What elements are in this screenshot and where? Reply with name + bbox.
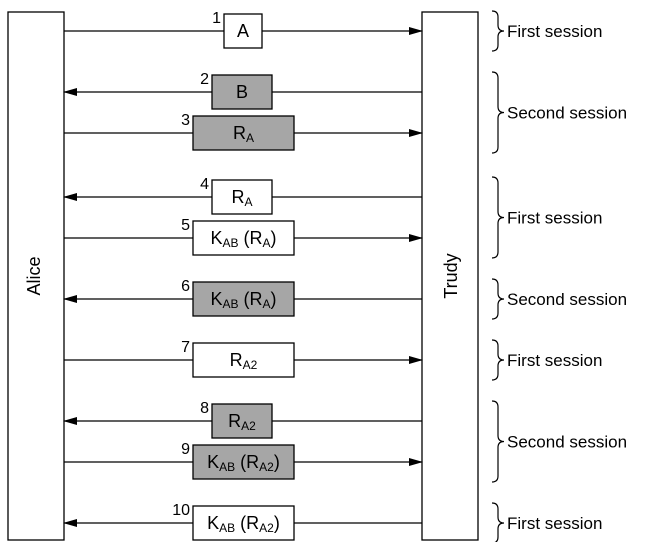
message-box (192, 505, 295, 541)
message-number: 8 (200, 400, 209, 417)
session-label: Second session (507, 433, 627, 452)
trudy-label: Trudy (441, 253, 461, 298)
message-5: 5 KAB (RA) (64, 217, 423, 256)
message-label: RA (233, 123, 254, 145)
message-number: 6 (181, 278, 190, 295)
message-3: 3 RA (64, 112, 423, 151)
message-label: RA2 (230, 350, 258, 372)
session-group-3: First session (491, 176, 602, 259)
session-group-2: Second session (491, 71, 627, 154)
message-8: 8 RA2 (63, 400, 422, 439)
message-number: 4 (200, 176, 209, 193)
message-box (211, 74, 273, 110)
message-number: 2 (200, 71, 209, 88)
message-box (192, 281, 295, 317)
session-label: First session (507, 22, 602, 41)
message-number: 9 (181, 441, 190, 458)
session-label: Second session (507, 290, 627, 309)
session-group-6: Second session (491, 400, 627, 483)
message-box (192, 444, 295, 480)
session-brace (491, 400, 505, 483)
session-brace (491, 339, 505, 381)
message-number: 7 (181, 339, 190, 356)
message-10: 10 KAB (RA2) (63, 502, 422, 541)
session-brace (491, 176, 505, 259)
session-brace (491, 10, 505, 52)
message-label: B (236, 82, 248, 102)
session-label: First session (507, 514, 602, 533)
message-number: 1 (212, 10, 221, 27)
message-2: 2B (63, 71, 422, 110)
message-box (223, 13, 263, 49)
message-label: A (237, 21, 249, 41)
message-box (192, 115, 295, 151)
message-box (211, 403, 273, 439)
trudy-lifeline (421, 11, 479, 541)
session-brace (491, 502, 505, 542)
session-group-5: First session (491, 339, 602, 381)
message-box (192, 220, 295, 256)
session-label: First session (507, 209, 602, 228)
message-box (211, 179, 273, 215)
message-4: 4 RA (63, 176, 422, 215)
session-group-7: First session (491, 502, 602, 542)
alice-lifeline (7, 11, 65, 541)
message-label: KAB (RA) (210, 289, 276, 311)
message-label: RA2 (228, 411, 256, 433)
message-6: 6 KAB (RA) (63, 278, 422, 317)
session-brace (491, 71, 505, 154)
message-box (192, 342, 295, 378)
message-1: 1A (64, 10, 423, 49)
session-label: First session (507, 351, 602, 370)
message-label: KAB (RA2) (207, 513, 280, 535)
message-label: KAB (RA) (210, 228, 276, 250)
message-number: 10 (172, 502, 190, 519)
message-label: KAB (RA2) (207, 452, 280, 474)
message-label: RA (231, 187, 252, 209)
message-number: 5 (181, 217, 190, 234)
session-group-1: First session (491, 10, 602, 52)
message-7: 7 RA2 (64, 339, 423, 378)
message-9: 9 KAB (RA2) (64, 441, 423, 480)
message-number: 3 (181, 112, 190, 129)
session-brackets: First session Second session First session… (491, 10, 627, 542)
session-label: Second session (507, 104, 627, 123)
session-brace (491, 278, 505, 320)
alice-label: Alice (24, 256, 44, 295)
session-group-4: Second session (491, 278, 627, 320)
